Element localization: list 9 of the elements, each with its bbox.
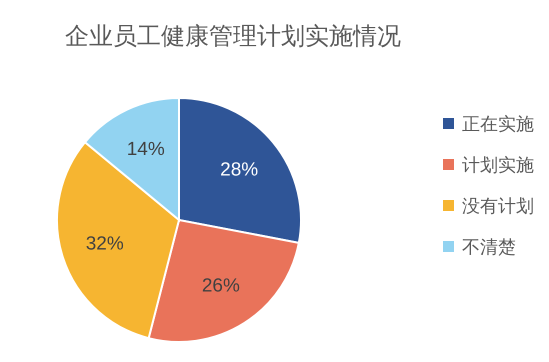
data-label: 14% — [126, 138, 165, 160]
data-label: 28% — [220, 160, 258, 181]
data-label: 26% — [202, 275, 240, 296]
legend-label: 正在实施 — [462, 112, 534, 136]
chart-title: 企业员工健康管理计划实施情况 — [65, 21, 401, 52]
legend-label: 不清楚 — [462, 236, 516, 258]
data-label: 32% — [86, 234, 124, 255]
legend-label: 没有计划 — [462, 194, 534, 218]
legend-label: 计划实施 — [462, 154, 534, 176]
